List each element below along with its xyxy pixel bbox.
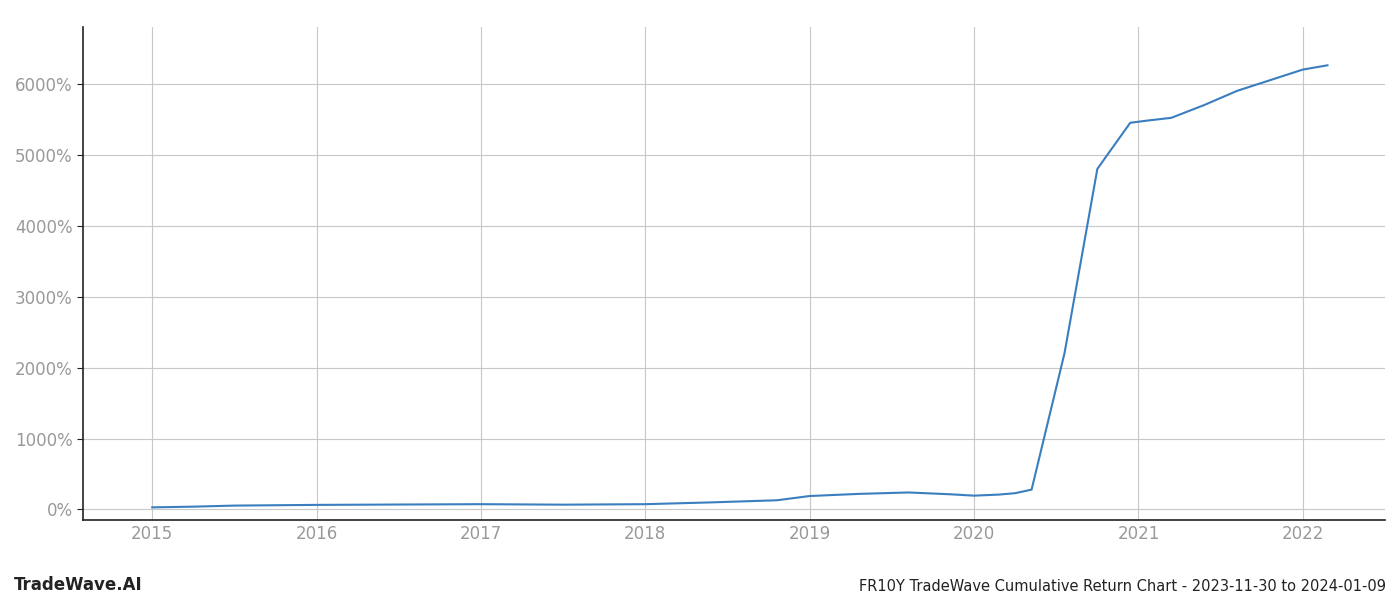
Text: FR10Y TradeWave Cumulative Return Chart - 2023-11-30 to 2024-01-09: FR10Y TradeWave Cumulative Return Chart … [860, 579, 1386, 594]
Text: TradeWave.AI: TradeWave.AI [14, 576, 143, 594]
